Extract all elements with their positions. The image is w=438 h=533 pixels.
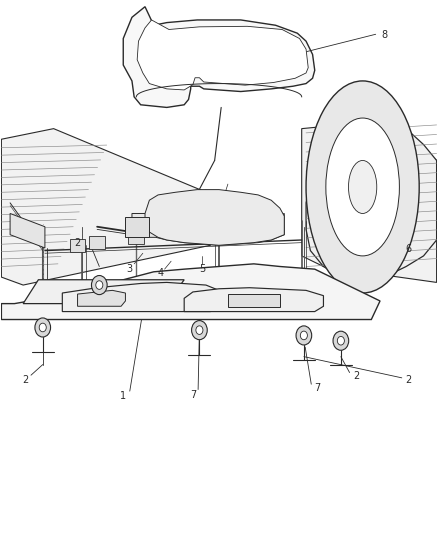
Polygon shape [145,190,284,245]
Ellipse shape [349,160,377,214]
Circle shape [333,331,349,350]
Polygon shape [137,20,308,90]
Circle shape [94,279,105,292]
Polygon shape [10,214,45,248]
Circle shape [39,323,46,332]
Ellipse shape [306,81,419,293]
Bar [228,294,280,308]
Text: 7: 7 [190,390,196,400]
Polygon shape [132,214,284,245]
Bar [128,231,144,244]
Polygon shape [302,120,437,282]
Polygon shape [23,280,184,304]
Bar [125,217,149,237]
Bar [70,239,85,252]
Circle shape [300,331,307,340]
Ellipse shape [326,118,399,256]
Polygon shape [62,282,219,312]
Circle shape [296,326,312,345]
Circle shape [96,281,103,289]
Polygon shape [123,7,315,108]
Text: 8: 8 [381,30,388,41]
Circle shape [337,336,344,345]
Circle shape [191,320,207,340]
Text: 4: 4 [157,269,163,278]
Polygon shape [184,288,323,312]
Text: 7: 7 [314,383,320,393]
Polygon shape [306,123,437,282]
Circle shape [196,326,203,334]
Text: 2: 2 [74,238,81,248]
Text: 5: 5 [199,264,205,274]
Bar [89,236,105,249]
Text: 2: 2 [353,372,359,381]
Circle shape [35,318,50,337]
Text: 6: 6 [405,244,411,254]
Text: 1: 1 [120,391,126,401]
Text: 2: 2 [22,375,28,385]
Polygon shape [1,128,219,285]
Text: 2: 2 [405,375,411,385]
Polygon shape [1,264,380,319]
Circle shape [92,276,107,295]
Polygon shape [78,290,125,306]
Text: 3: 3 [127,264,133,273]
